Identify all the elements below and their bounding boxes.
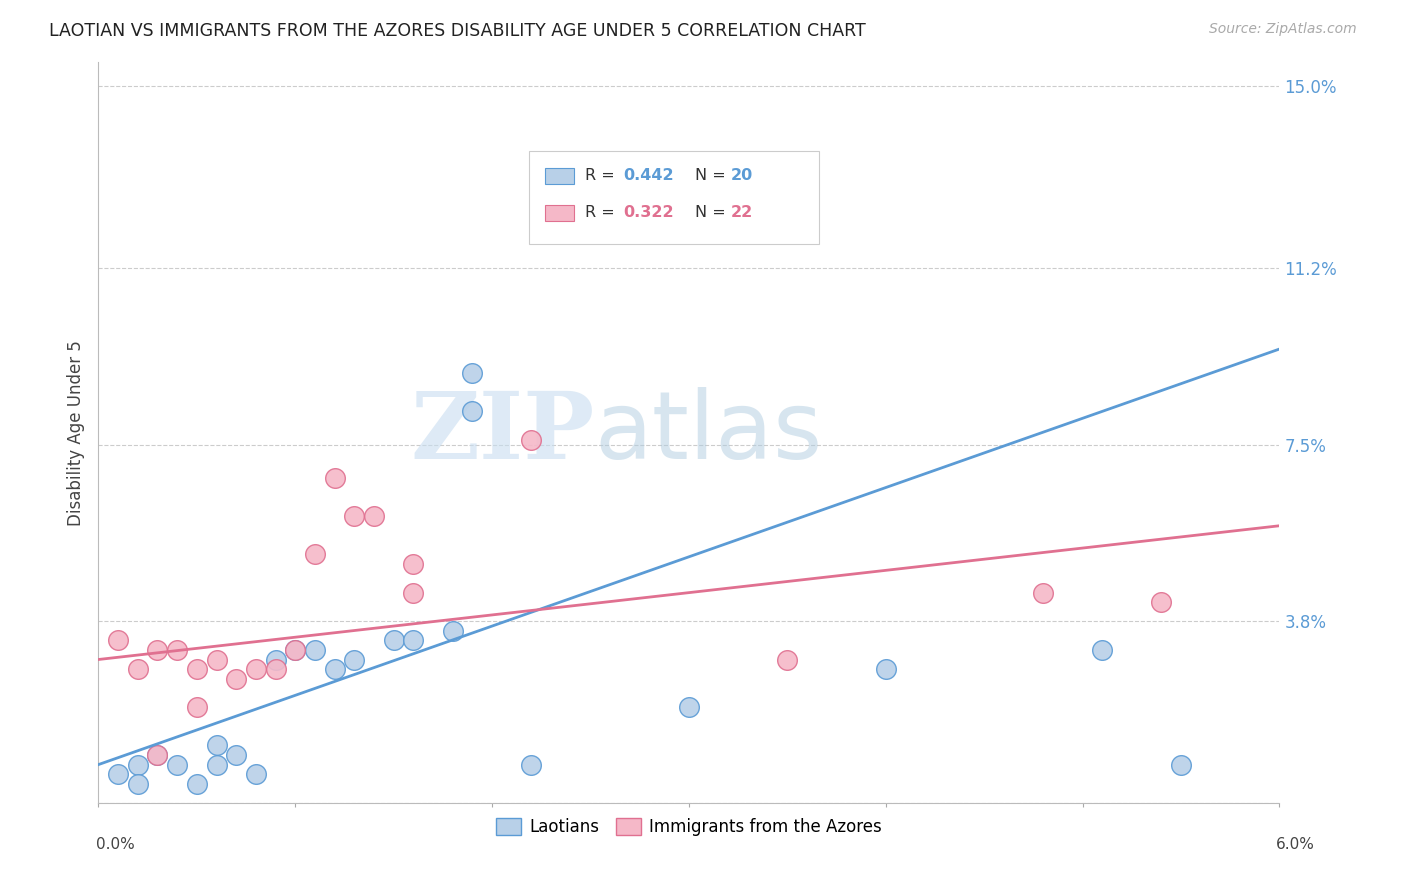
Text: N =: N = xyxy=(695,169,731,183)
Point xyxy=(441,624,464,638)
Bar xyxy=(546,204,575,221)
Point xyxy=(461,404,484,418)
Point xyxy=(402,557,425,571)
Text: R =: R = xyxy=(585,169,620,183)
Point xyxy=(520,433,543,447)
Point xyxy=(127,777,149,791)
Point xyxy=(402,585,425,599)
Point xyxy=(225,672,247,686)
Point xyxy=(205,757,228,772)
Point xyxy=(284,643,307,657)
Point xyxy=(1091,643,1114,657)
Point xyxy=(166,757,188,772)
Point xyxy=(304,548,326,562)
Point xyxy=(146,747,169,762)
Point xyxy=(520,757,543,772)
Point xyxy=(1170,757,1192,772)
Text: 6.0%: 6.0% xyxy=(1275,838,1315,852)
Point xyxy=(776,652,799,666)
Legend: Laotians, Immigrants from the Azores: Laotians, Immigrants from the Azores xyxy=(489,811,889,843)
Text: ZIP: ZIP xyxy=(411,388,595,477)
Point xyxy=(875,662,897,676)
Point xyxy=(107,767,129,781)
Point xyxy=(205,652,228,666)
Text: LAOTIAN VS IMMIGRANTS FROM THE AZORES DISABILITY AGE UNDER 5 CORRELATION CHART: LAOTIAN VS IMMIGRANTS FROM THE AZORES DI… xyxy=(49,22,866,40)
Text: 0.442: 0.442 xyxy=(623,169,673,183)
Point xyxy=(756,175,779,189)
Point xyxy=(343,652,366,666)
Point xyxy=(186,777,208,791)
Point xyxy=(343,509,366,524)
Point xyxy=(402,633,425,648)
Point xyxy=(382,633,405,648)
Point xyxy=(323,662,346,676)
Text: 0.0%: 0.0% xyxy=(96,838,135,852)
Point xyxy=(284,643,307,657)
Point xyxy=(186,700,208,714)
Text: R =: R = xyxy=(585,205,620,220)
Text: 22: 22 xyxy=(730,205,752,220)
Point xyxy=(186,662,208,676)
Text: 0.322: 0.322 xyxy=(623,205,673,220)
Point xyxy=(1150,595,1173,609)
Text: N =: N = xyxy=(695,205,731,220)
Point xyxy=(1032,585,1054,599)
Point xyxy=(205,739,228,753)
Point xyxy=(461,366,484,380)
Text: Source: ZipAtlas.com: Source: ZipAtlas.com xyxy=(1209,22,1357,37)
Point xyxy=(146,643,169,657)
Point xyxy=(264,662,287,676)
Point xyxy=(245,767,267,781)
Point xyxy=(363,509,385,524)
Y-axis label: Disability Age Under 5: Disability Age Under 5 xyxy=(66,340,84,525)
Point xyxy=(127,757,149,772)
Point xyxy=(304,643,326,657)
Point xyxy=(127,662,149,676)
Point xyxy=(225,747,247,762)
Point xyxy=(107,633,129,648)
Point xyxy=(166,643,188,657)
Text: 20: 20 xyxy=(730,169,752,183)
Bar xyxy=(546,168,575,184)
FancyBboxPatch shape xyxy=(530,152,818,244)
Point xyxy=(264,652,287,666)
Point xyxy=(323,471,346,485)
Point xyxy=(245,662,267,676)
Point xyxy=(146,747,169,762)
Text: atlas: atlas xyxy=(595,386,823,479)
Point xyxy=(678,700,700,714)
